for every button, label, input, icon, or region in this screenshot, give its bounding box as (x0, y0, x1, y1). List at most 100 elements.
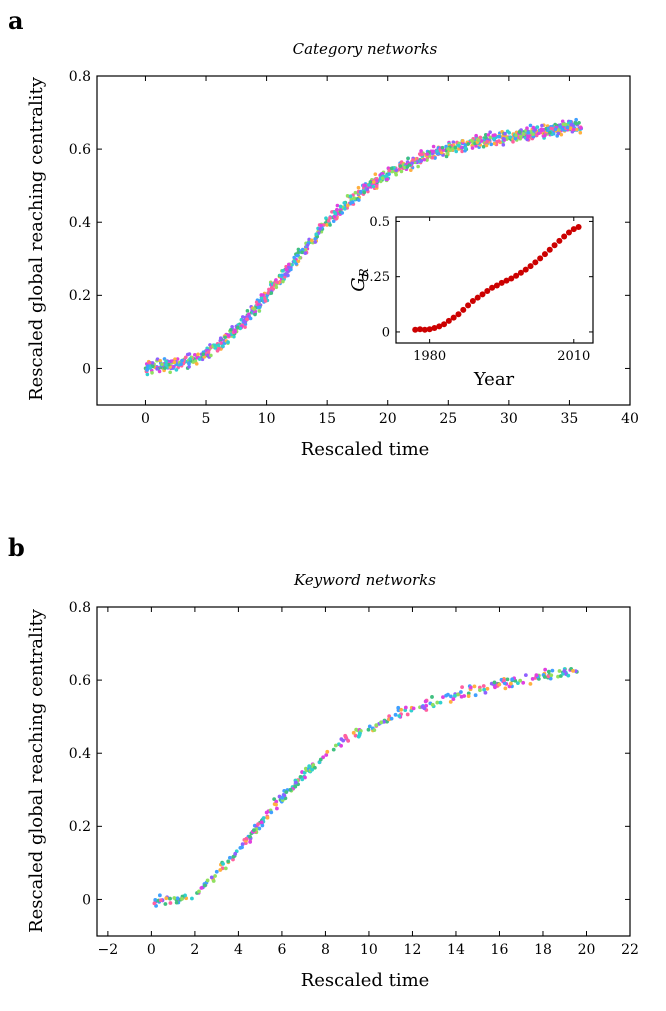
panel-b-point (389, 716, 394, 721)
panel-b-point (333, 743, 338, 748)
panel-b-point (562, 669, 567, 673)
panel-a-frame (96, 75, 631, 406)
panel-a-point (439, 150, 444, 155)
panel-a-point (216, 343, 221, 348)
panel-b-point (231, 854, 236, 859)
panel-a-point (371, 180, 376, 184)
panel-a-point (368, 180, 373, 184)
panel-a-point (230, 324, 234, 329)
panel-a-point (568, 126, 573, 130)
panel-a-point (528, 123, 533, 128)
panel-a-point (569, 122, 574, 127)
panel-b-point (549, 673, 554, 678)
inset-xlabel: Year (473, 369, 515, 390)
panel-a-point (343, 207, 347, 211)
panel-b-point (566, 673, 571, 678)
inset-ytick-label: 0.5 (369, 215, 390, 230)
panel-a-point (332, 214, 337, 219)
panel-b-point (205, 878, 210, 883)
panel-b-point (473, 693, 478, 698)
panel-a-point (422, 157, 427, 162)
panel-a-point (318, 227, 322, 231)
panel-b-point (550, 668, 555, 673)
panel-b-point (534, 673, 539, 678)
panel-a-xtick-label: 20 (379, 411, 397, 427)
panel-b-point (248, 834, 252, 839)
inset-ytick-label: 0 (382, 325, 390, 340)
panel-a-point (367, 183, 371, 187)
panel-b-point (303, 766, 308, 771)
panel-b-point (372, 728, 377, 733)
panel-a-point (274, 285, 279, 290)
panel-b-ytick-label: 0.8 (69, 600, 91, 616)
panel-a-point (514, 133, 518, 138)
panel-b-point (341, 738, 346, 743)
panel-a-point (305, 243, 310, 248)
panel-a-point (469, 138, 474, 143)
panel-a-point (454, 149, 459, 154)
panel-b-point (157, 893, 162, 898)
panel-a-point (553, 127, 558, 132)
panel-b-point (508, 681, 513, 686)
panel-b: b Keyword networks Rescaled time Rescale… (8, 533, 639, 991)
inset-point (503, 277, 510, 284)
panel-b-point (256, 822, 260, 827)
panel-a-point (497, 139, 501, 143)
panel-a-point (310, 238, 314, 243)
panel-a-point (503, 131, 507, 136)
inset-point (532, 259, 539, 266)
panel-a-point (352, 196, 357, 200)
panel-a-point (579, 126, 583, 130)
panel-b-point (462, 694, 467, 698)
panel-b-point (233, 851, 238, 856)
panel-a-point (365, 187, 369, 192)
panel-a-point (266, 291, 270, 295)
panel-a-point (259, 293, 264, 297)
panel-a-point (548, 130, 552, 135)
panel-a-point (335, 207, 339, 212)
panel-a-point (546, 126, 551, 131)
panel-a-point (536, 131, 541, 136)
panel-a-point (269, 291, 274, 295)
panel-a-point (226, 333, 231, 338)
inset-point (498, 279, 505, 286)
panel-a-point (563, 122, 568, 127)
panel-b-point (353, 733, 358, 738)
panel-b-xtick-label: 22 (621, 942, 639, 958)
panel-a-point (193, 352, 197, 357)
panel-a-point (481, 144, 486, 149)
inset-point (565, 229, 572, 236)
panel-a-point (271, 287, 276, 291)
panel-a-point (526, 130, 531, 135)
panel-a-point (160, 362, 164, 367)
panel-a-point (158, 358, 162, 363)
panel-a-point (342, 201, 347, 205)
panel-a-point (218, 336, 223, 340)
inset-chart: 1980 2010 0 0.25 0.5 Year GR (348, 215, 594, 390)
inset-point (551, 242, 558, 249)
panel-a-point (558, 125, 563, 129)
panel-b-point (558, 674, 563, 678)
panel-b-point (422, 706, 427, 711)
inset-ylabel: GR (348, 268, 371, 291)
panel-a-point (280, 273, 284, 278)
panel-b-point (351, 730, 356, 735)
panel-b-point (374, 723, 379, 728)
inset-xtick-label: 2010 (557, 349, 590, 364)
panel-b-point (430, 702, 435, 707)
panel-a-point (419, 159, 424, 163)
panel-b-point (310, 767, 315, 772)
panel-a-point (535, 125, 540, 129)
panel-b-point (339, 743, 344, 748)
panel-a-point (457, 143, 461, 148)
panel-a-point (448, 148, 453, 152)
panel-a-point (531, 132, 535, 137)
panel-b-xtick-label: 0 (147, 942, 156, 958)
panel-a-point (257, 305, 262, 310)
inset-point (421, 326, 428, 333)
panel-b-point (312, 765, 317, 770)
panel-a-point (313, 240, 318, 244)
panel-a-point (213, 343, 217, 348)
panel-b-point (280, 795, 285, 800)
inset-xtick-label: 1980 (413, 349, 446, 364)
